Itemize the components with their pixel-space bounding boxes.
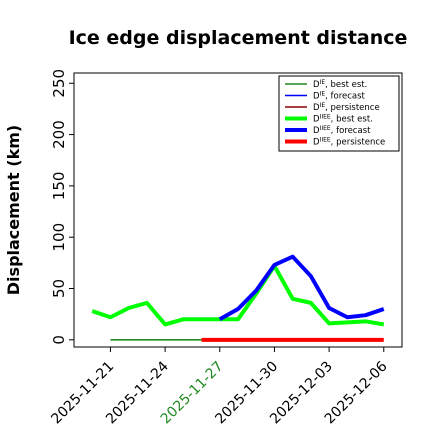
- y-tick-label: 200: [50, 120, 68, 149]
- legend-label: DIE, best est.: [313, 79, 367, 90]
- y-tick-label: 100: [50, 223, 68, 252]
- y-tick-label: 50: [50, 279, 68, 298]
- legend-label: DIIEE, forecast: [313, 125, 371, 136]
- legend-label: DIIEE, best est.: [313, 114, 373, 125]
- y-tick-label: 0: [50, 335, 68, 345]
- plot-area: 0501001502002502025-11-212025-11-242025-…: [48, 69, 403, 427]
- plot-frame: [73, 72, 403, 348]
- legend-label: DIE, forecast: [313, 91, 366, 102]
- chart-title: Ice edge displacement distance: [69, 27, 408, 49]
- series-line-5: [218, 254, 385, 322]
- series-line-4: [91, 263, 385, 327]
- legend-label: DIIEE, persistence: [313, 137, 385, 148]
- y-tick-label: 150: [50, 172, 68, 201]
- y-tick-label: 250: [50, 69, 68, 98]
- legend-box: [278, 75, 400, 152]
- legend-label: DIE, persistence: [313, 102, 380, 113]
- y-axis-label: Displacement (km): [4, 125, 23, 295]
